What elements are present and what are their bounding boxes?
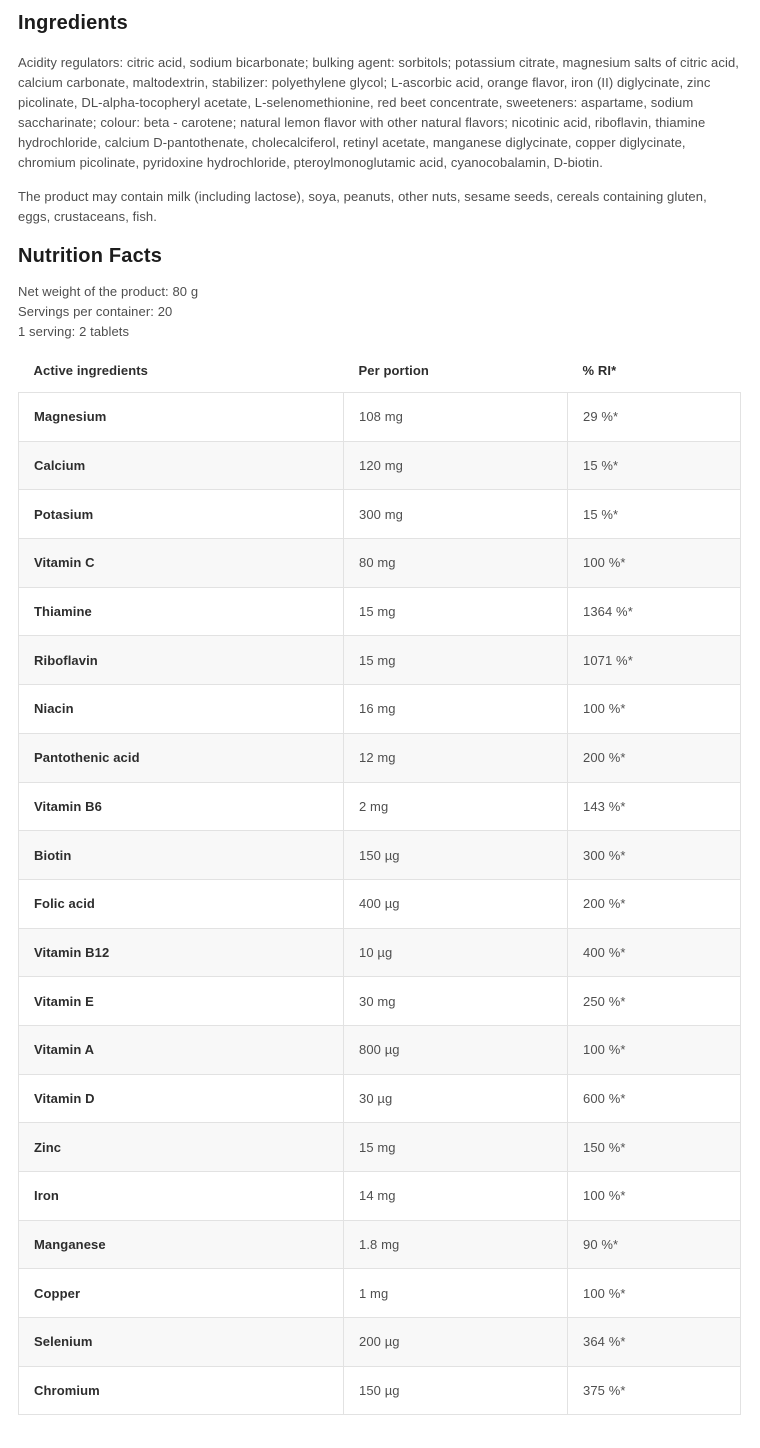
table-row: Vitamin A 800 µg 100 %* xyxy=(18,1024,741,1075)
ingredient-name-cell: Vitamin A xyxy=(18,1024,344,1075)
ingredient-name-cell: Zinc xyxy=(18,1122,344,1172)
per-portion-cell: 150 µg xyxy=(343,830,568,880)
ingredients-section-title: Ingredients xyxy=(18,12,128,34)
ri-percent-cell: 400 %* xyxy=(567,927,741,978)
ingredient-name-cell: Calcium xyxy=(18,440,344,491)
table-row: Vitamin D 30 µg 600 %* xyxy=(18,1073,741,1124)
ingredient-name-cell: Copper xyxy=(18,1268,344,1319)
header-active-ingredients: Active ingredients xyxy=(33,363,148,378)
ingredient-name-cell: Magnesium xyxy=(18,392,344,442)
ri-percent-cell: 100 %* xyxy=(567,1268,741,1319)
ingredient-name-cell: Vitamin D xyxy=(18,1073,344,1124)
table-row: Selenium 200 µg 364 %* xyxy=(18,1317,741,1367)
table-row: Thiamine 15 mg 1364 %* xyxy=(18,586,741,637)
ri-percent-cell: 100 %* xyxy=(567,538,741,588)
ri-percent-cell: 600 %* xyxy=(567,1073,741,1124)
ri-percent-cell: 90 %* xyxy=(567,1219,741,1270)
nutrition-table: Active ingredients Per portion % RI* Mag… xyxy=(18,350,741,1416)
ri-percent-cell: 100 %* xyxy=(567,1171,741,1221)
ri-percent-cell: 1071 %* xyxy=(567,635,741,686)
ri-percent-cell: 250 %* xyxy=(567,976,741,1026)
per-portion-cell: 120 mg xyxy=(343,440,568,491)
ingredient-name-cell: Vitamin B6 xyxy=(18,781,344,832)
per-portion-cell: 80 mg xyxy=(343,538,568,588)
per-portion-cell: 108 mg xyxy=(343,392,568,442)
ingredient-name-cell: Potasium xyxy=(18,489,344,540)
header-ri-percent: % RI* xyxy=(582,363,617,378)
ri-percent-cell: 15 %* xyxy=(567,489,741,540)
ri-percent-cell: 364 %* xyxy=(567,1317,741,1367)
per-portion-cell: 150 µg xyxy=(343,1365,568,1416)
servings-per-container-line: Servings per container: 20 xyxy=(18,304,173,319)
per-portion-cell: 2 mg xyxy=(343,781,568,832)
per-portion-cell: 800 µg xyxy=(343,1024,568,1075)
per-portion-cell: 10 µg xyxy=(343,927,568,978)
per-portion-cell: 1.8 mg xyxy=(343,1219,568,1270)
table-row: Calcium 120 mg 15 %* xyxy=(18,440,741,491)
ri-percent-cell: 150 %* xyxy=(567,1122,741,1172)
ingredient-name-cell: Iron xyxy=(18,1171,344,1221)
table-row: Magnesium 108 mg 29 %* xyxy=(18,392,741,442)
ingredient-name-cell: Vitamin E xyxy=(18,976,344,1026)
per-portion-cell: 12 mg xyxy=(343,732,568,783)
per-portion-cell: 14 mg xyxy=(343,1171,568,1221)
ri-percent-cell: 200 %* xyxy=(567,732,741,783)
ingredients-list-text: Acidity regulators: citric acid, sodium … xyxy=(18,55,739,170)
ingredient-name-cell: Vitamin C xyxy=(18,538,344,588)
per-portion-cell: 16 mg xyxy=(343,684,568,734)
ingredient-name-cell: Chromium xyxy=(18,1365,344,1416)
ri-percent-cell: 300 %* xyxy=(567,830,741,880)
table-row: Iron 14 mg 100 %* xyxy=(18,1171,741,1221)
ingredient-name-cell: Manganese xyxy=(18,1219,344,1270)
table-row: Vitamin E 30 mg 250 %* xyxy=(18,976,741,1026)
per-portion-cell: 400 µg xyxy=(343,878,568,929)
table-row: Manganese 1.8 mg 90 %* xyxy=(18,1219,741,1270)
per-portion-cell: 1 mg xyxy=(343,1268,568,1319)
table-row: Riboflavin 15 mg 1071 %* xyxy=(18,635,741,686)
ri-percent-cell: 200 %* xyxy=(567,878,741,929)
table-row: Folic acid 400 µg 200 %* xyxy=(18,878,741,929)
ri-percent-cell: 143 %* xyxy=(567,781,741,832)
ri-percent-cell: 15 %* xyxy=(567,440,741,491)
serving-info-block: Net weight of the product: 80 g Servings… xyxy=(18,282,742,342)
ingredient-name-cell: Thiamine xyxy=(18,586,344,637)
per-portion-cell: 30 µg xyxy=(343,1073,568,1124)
per-portion-cell: 15 mg xyxy=(343,1122,568,1172)
table-row: Pantothenic acid 12 mg 200 %* xyxy=(18,732,741,783)
table-row: Zinc 15 mg 150 %* xyxy=(18,1122,741,1172)
net-weight-line: Net weight of the product: 80 g xyxy=(18,284,199,299)
per-portion-cell: 15 mg xyxy=(343,635,568,686)
ri-percent-cell: 100 %* xyxy=(567,684,741,734)
table-row: Vitamin B12 10 µg 400 %* xyxy=(18,927,741,978)
table-row: Potasium 300 mg 15 %* xyxy=(18,489,741,540)
allergen-note-text: The product may contain milk (including … xyxy=(18,189,707,224)
table-row: Biotin 150 µg 300 %* xyxy=(18,830,741,880)
per-portion-cell: 200 µg xyxy=(343,1317,568,1367)
ingredient-name-cell: Pantothenic acid xyxy=(18,732,344,783)
nutrition-table-body: Magnesium 108 mg 29 %* Calcium 120 mg 15 %* Po… xyxy=(18,392,741,1416)
ingredient-name-cell: Niacin xyxy=(18,684,344,734)
ingredient-name-cell: Selenium xyxy=(18,1317,344,1367)
ingredient-name-cell: Folic acid xyxy=(18,878,344,929)
table-row: Copper 1 mg 100 %* xyxy=(18,1268,741,1319)
table-row: Niacin 16 mg 100 %* xyxy=(18,684,741,734)
header-per-portion: Per portion xyxy=(358,363,429,378)
per-portion-cell: 300 mg xyxy=(343,489,568,540)
serving-size-line: 1 serving: 2 tablets xyxy=(18,324,130,339)
table-header-row: Active ingredients Per portion % RI* xyxy=(19,350,741,393)
ingredient-name-cell: Vitamin B12 xyxy=(18,927,344,978)
ingredient-name-cell: Biotin xyxy=(18,830,344,880)
table-row: Chromium 150 µg 375 %* xyxy=(18,1365,741,1416)
nutrition-facts-section-title: Nutrition Facts xyxy=(18,245,163,267)
ri-percent-cell: 1364 %* xyxy=(567,586,741,637)
table-row: Vitamin B6 2 mg 143 %* xyxy=(18,781,741,832)
ri-percent-cell: 375 %* xyxy=(567,1365,741,1416)
ri-percent-cell: 29 %* xyxy=(567,392,741,442)
per-portion-cell: 30 mg xyxy=(343,976,568,1026)
ri-percent-cell: 100 %* xyxy=(567,1024,741,1075)
per-portion-cell: 15 mg xyxy=(343,586,568,637)
table-row: Vitamin C 80 mg 100 %* xyxy=(18,538,741,588)
ingredient-name-cell: Riboflavin xyxy=(18,635,344,686)
